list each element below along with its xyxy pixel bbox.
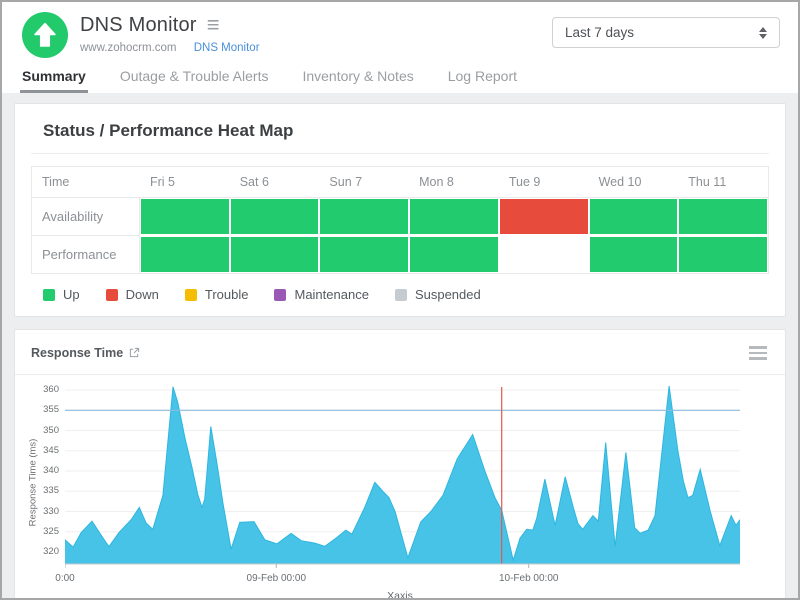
heatmap-cell-performance-tue-9[interactable] — [498, 236, 589, 273]
external-link-icon[interactable] — [129, 347, 140, 358]
monitor-up-status-icon — [22, 12, 68, 58]
response-time-plot[interactable] — [64, 385, 741, 574]
tab-bar: Summary Outage & Trouble Alerts Inventory … — [2, 60, 798, 93]
chart-menu-icon[interactable] — [747, 341, 769, 365]
y-tick-label: 340 — [43, 465, 59, 476]
heatmap-col-sat-6: Sat 6 — [229, 167, 320, 198]
heatmap-legend: Up Down Trouble Maintenance Suspended — [43, 287, 769, 302]
monitor-actions-menu-icon[interactable]: ≡ — [206, 12, 220, 37]
y-tick-label: 335 — [43, 485, 59, 497]
up-arrow-icon — [22, 12, 68, 58]
y-tick-label: 355 — [43, 404, 59, 416]
heatmap-cell-performance-wed-10[interactable] — [588, 236, 679, 273]
legend-item-suspended: Suspended — [394, 287, 481, 302]
heatmap-col-thu-11: Thu 11 — [678, 167, 768, 198]
y-tick-label: 320 — [43, 546, 59, 557]
chart-area: Response Time (ms) 360 355 350 345 340 335 330… — [15, 381, 785, 589]
legend-item-maintenance: Maintenance — [274, 287, 369, 302]
legend-swatch-down — [105, 288, 118, 301]
x-tick-label: 10-Feb 00:00 — [498, 572, 559, 584]
title-block: DNS Monitor ≡ www.zohocrm.com DNS Monito… — [80, 12, 260, 55]
legend-item-up: Up — [43, 287, 80, 302]
area-series — [65, 385, 740, 564]
heatmap-cell-performance-sun-7[interactable] — [319, 236, 410, 273]
heatmap-cell-availability-sat-6[interactable] — [229, 198, 320, 235]
heatmap-cell-performance-mon-8[interactable] — [409, 236, 499, 273]
legend-label-trouble: Trouble — [204, 287, 249, 302]
heatmap-col-tue-9: Tue 9 — [498, 167, 589, 198]
x-tick-label: 0:00 — [55, 572, 75, 584]
legend-swatch-up — [43, 288, 55, 301]
heatmap-table: Time Fri 5 Sat 6 Sun 7 Mon 8 Tue 9 Wed 10 Thu 1… — [31, 166, 769, 274]
heatmap-cell-availability-mon-8[interactable] — [409, 198, 499, 235]
area-series-line — [64, 385, 741, 562]
legend-swatch-maintenance — [274, 288, 287, 301]
monitor-identity: DNS Monitor ≡ www.zohocrm.com DNS Monito… — [22, 12, 260, 58]
y-tick-label: 360 — [43, 384, 59, 395]
legend-label-maintenance: Maintenance — [294, 287, 369, 302]
x-tick-label: 09-Feb 00:00 — [246, 572, 307, 584]
chart-header: Response Time — [15, 341, 785, 375]
y-tick-label: 345 — [43, 444, 59, 456]
legend-swatch-trouble — [184, 288, 197, 301]
heatmap-cell-availability-tue-9[interactable] — [498, 198, 589, 235]
tab-summary[interactable]: Summary — [20, 66, 88, 93]
y-tick-label: 325 — [43, 525, 59, 537]
breadcrumb-host: www.zohocrm.com — [80, 42, 177, 54]
heatmap-row-performance: Performance — [32, 236, 140, 273]
heatmap-col-wed-10: Wed 10 — [588, 167, 679, 198]
heatmap-row-availability: Availability — [32, 198, 140, 236]
breadcrumb-monitor-link[interactable]: DNS Monitor — [193, 42, 260, 54]
page-title: DNS Monitor — [80, 13, 197, 36]
x-axis-label: Xaxis — [387, 589, 413, 600]
y-tick-label: 350 — [43, 424, 59, 436]
heatmap-col-sun-7: Sun 7 — [319, 167, 410, 198]
heatmap-col-mon-8: Mon 8 — [409, 167, 499, 198]
tab-outage-trouble-alerts[interactable]: Outage & Trouble Alerts — [119, 68, 269, 84]
legend-swatch-suspended — [394, 288, 407, 301]
heatmap-title: Status / Performance Heat Map — [31, 117, 769, 154]
chart-title: Response Time — [31, 345, 124, 360]
response-time-chart-svg — [64, 385, 741, 568]
heatmap-cell-availability-wed-10[interactable] — [588, 198, 679, 235]
time-range-select[interactable]: Last 7 days — [552, 17, 780, 48]
tab-inventory-notes[interactable]: Inventory & Notes — [302, 68, 414, 84]
heatmap-cell-performance-sat-6[interactable] — [229, 236, 320, 273]
legend-item-down: Down — [105, 287, 159, 302]
heatmap-cell-performance-fri-5[interactable] — [140, 236, 230, 273]
breadcrumb: www.zohocrm.com DNS Monitor — [80, 42, 260, 54]
heatmap-col-time: Time — [32, 167, 140, 198]
y-tick-label: 330 — [43, 505, 59, 517]
heatmap-cell-availability-thu-11[interactable] — [678, 198, 768, 235]
heatmap-col-fri-5: Fri 5 — [140, 167, 230, 198]
legend-label-up: Up — [63, 287, 80, 302]
legend-label-down: Down — [125, 287, 159, 302]
y-axis-label: Response Time (ms) — [27, 438, 39, 526]
response-time-card: Response Time Response Time (ms) 360 355 3… — [14, 329, 786, 600]
tab-log-report[interactable]: Log Report — [447, 68, 518, 84]
heatmap-cell-performance-thu-11[interactable] — [678, 236, 768, 273]
legend-item-trouble: Trouble — [184, 287, 249, 302]
legend-label-suspended: Suspended — [414, 287, 481, 302]
time-range-value: Last 7 days — [565, 25, 635, 40]
top-bar: DNS Monitor ≡ www.zohocrm.com DNS Monito… — [2, 2, 798, 60]
heatmap-cell-availability-fri-5[interactable] — [140, 198, 230, 235]
heatmap-cell-availability-sun-7[interactable] — [319, 198, 410, 235]
select-arrows-icon — [759, 26, 767, 39]
